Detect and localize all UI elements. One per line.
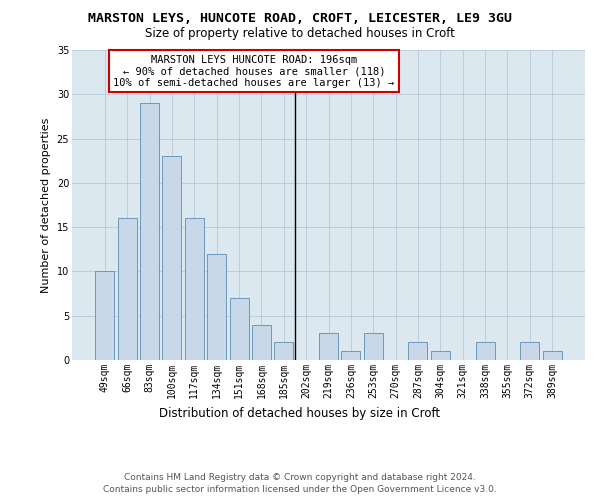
Bar	[118, 218, 137, 360]
Bar	[476, 342, 494, 360]
Bar	[431, 351, 450, 360]
Bar	[274, 342, 293, 360]
Y-axis label: Number of detached properties: Number of detached properties	[41, 118, 51, 292]
Text: Distribution of detached houses by size in Croft: Distribution of detached houses by size …	[160, 408, 440, 420]
Text: MARSTON LEYS, HUNCOTE ROAD, CROFT, LEICESTER, LE9 3GU: MARSTON LEYS, HUNCOTE ROAD, CROFT, LEICE…	[88, 12, 512, 26]
Bar	[319, 334, 338, 360]
Bar	[140, 103, 159, 360]
Bar	[542, 351, 562, 360]
Bar	[409, 342, 427, 360]
Bar	[185, 218, 204, 360]
Text: MARSTON LEYS HUNCOTE ROAD: 196sqm
← 90% of detached houses are smaller (118)
10%: MARSTON LEYS HUNCOTE ROAD: 196sqm ← 90% …	[113, 54, 395, 88]
Bar	[341, 351, 361, 360]
Bar	[252, 324, 271, 360]
Bar	[207, 254, 226, 360]
Bar	[230, 298, 248, 360]
Bar	[163, 156, 181, 360]
Text: Size of property relative to detached houses in Croft: Size of property relative to detached ho…	[145, 28, 455, 40]
Bar	[520, 342, 539, 360]
Text: Contains HM Land Registry data © Crown copyright and database right 2024.
Contai: Contains HM Land Registry data © Crown c…	[103, 472, 497, 494]
Bar	[95, 272, 115, 360]
Bar	[364, 334, 383, 360]
